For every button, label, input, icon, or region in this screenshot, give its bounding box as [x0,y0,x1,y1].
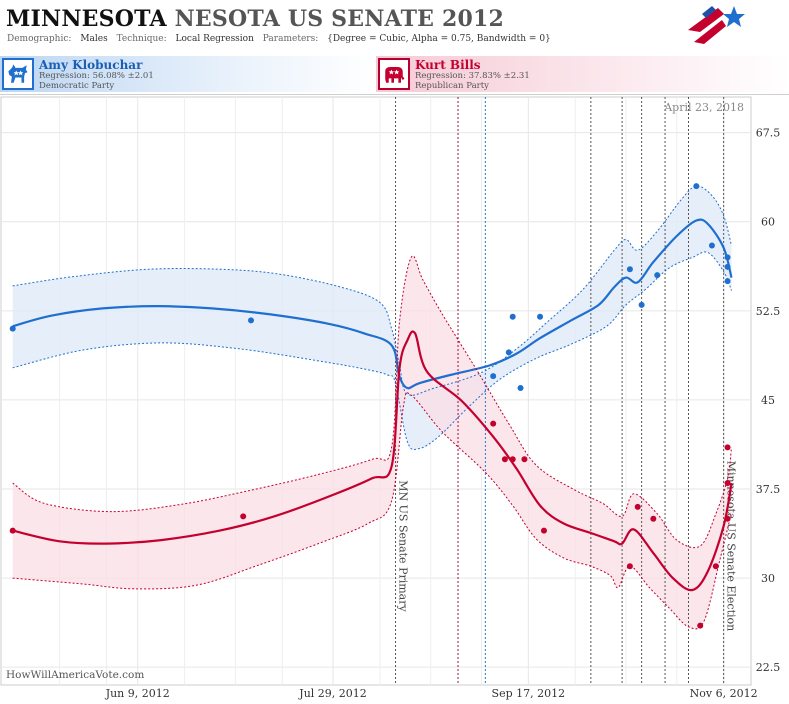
poll-point [654,272,661,279]
poll-point [490,420,497,427]
x-tick-label: Nov 6, 2012 [690,687,758,700]
header: MINNESOTA NESOTA US SENATE 2012 Demograp… [0,0,789,50]
y-tick-label: 22.5 [756,661,781,674]
poll-point [517,385,524,392]
trend-line-0 [12,218,733,390]
poll-point [537,313,544,320]
poll-point [724,278,731,285]
parameters-value[interactable]: {Degree = Cubic, Alpha = 0.75, Bandwidth… [327,34,551,44]
candidate-dem[interactable]: Amy Klobuchar Regression: 56.08% ±2.01 D… [0,56,376,92]
title-race: NESOTA US SENATE 2012 [174,6,505,32]
event-lines: MN US Senate Primary Minnesota US Senate … [395,97,738,685]
lower-bound-0 [12,251,732,451]
poll-point [650,515,657,522]
donkey-icon [2,58,34,90]
x-tick-label: Jul 29, 2012 [298,687,367,700]
poll-point [9,325,16,332]
rep-party: Republican Party [415,81,489,91]
demographic-value[interactable]: Males [80,34,108,44]
poll-point [626,266,633,273]
lower-bound-1 [12,391,732,630]
parameters-label: Parameters: [262,34,319,44]
title-state: MINNESOTA [6,6,167,32]
poll-point [521,456,528,463]
poll-point [693,183,700,190]
y-tick-label: 45 [761,394,775,407]
technique-label: Technique: [116,34,167,44]
y-tick-label: 67.5 [756,127,781,140]
axes: 22.5 30 37.5 45 52.5 60 67.5 Jun 9, 2012 Jul 29,… [105,127,781,700]
watermark: HowWillAmericaVote.com [6,669,144,681]
demographic-label: Demographic: [7,34,72,44]
series-lines [12,185,733,630]
poll-point [9,527,16,534]
dem-name: Amy Klobuchar [39,58,143,72]
date-stamp: April 23, 2018 [663,101,744,114]
plot-area [0,96,752,686]
poll-point [509,456,516,463]
poll-point [638,301,645,308]
poll-point [248,317,254,324]
poll-point [505,349,512,356]
poll-chart[interactable]: MN US Senate Primary Minnesota US Senate … [0,96,789,704]
upper-bound-1 [12,255,732,549]
x-tick-label: Jun 9, 2012 [105,687,170,700]
x-tick-label: Sep 17, 2012 [492,687,566,700]
poll-point [708,242,715,249]
trend-line-1 [12,330,733,592]
elephant-icon [378,58,410,90]
chart-canvas: MN US Senate Primary Minnesota US Senate … [0,96,781,700]
poll-point [712,563,719,570]
technique-value[interactable]: Local Regression [175,34,254,44]
y-tick-label: 30 [761,572,775,585]
dem-regression: Regression: 56.08% ±2.01 [39,71,154,81]
poll-point [724,444,731,451]
poll-point [724,263,731,270]
poll-point [634,503,641,510]
upper-bound-0 [12,185,732,396]
poll-points [9,183,731,629]
y-tick-label: 37.5 [756,483,781,496]
poll-point [540,527,547,534]
event-label: MN US Senate Primary [397,480,410,612]
y-tick-label: 60 [761,216,775,229]
poll-point [724,254,731,261]
y-tick-label: 52.5 [756,305,781,318]
poll-point [490,373,497,380]
poll-point [724,515,731,522]
page-title: MINNESOTA NESOTA US SENATE 2012 [6,6,504,32]
poll-point [509,313,516,320]
poll-point [501,456,508,463]
dem-party: Democratic Party [39,81,115,91]
poll-point [697,622,704,629]
confidence-band-0 [12,186,732,450]
divider [0,94,789,95]
rep-name: Kurt Bills [415,58,481,72]
poll-point [724,480,731,487]
rep-regression: Regression: 37.83% ±2.31 [415,71,530,81]
poll-point [240,513,247,520]
star-swoosh-icon[interactable] [682,2,752,50]
candidate-rep[interactable]: Kurt Bills Regression: 37.83% ±2.31 Repu… [376,56,789,92]
parameters-bar: Demographic: Males Technique: Local Regr… [7,34,551,44]
poll-point [626,563,633,570]
